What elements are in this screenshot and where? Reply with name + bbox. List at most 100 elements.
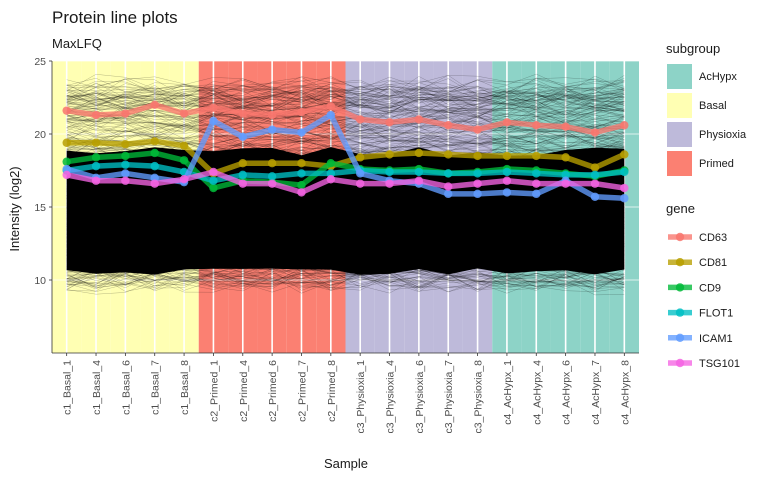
series-point — [238, 109, 247, 118]
background-protein-line — [66, 75, 625, 97]
background-protein-line — [66, 221, 625, 241]
x-tick-label: c2_Primed_6 — [267, 360, 279, 422]
background-protein-line — [66, 269, 625, 287]
series-point — [473, 151, 482, 161]
background-protein-line — [66, 206, 625, 227]
series-point — [414, 115, 424, 124]
background-protein-line — [66, 227, 625, 249]
chart-subtitle: MaxLFQ — [52, 36, 102, 51]
background-protein-line — [66, 269, 625, 290]
series-line — [66, 150, 625, 191]
series-point — [121, 109, 130, 118]
background-protein-line — [66, 249, 625, 269]
background-protein-line — [66, 207, 625, 226]
series-point — [91, 153, 101, 162]
series-point — [561, 122, 570, 131]
background-protein-line — [66, 108, 625, 129]
background-protein-line — [66, 272, 625, 292]
gene-legend-item: CD81 — [668, 257, 727, 269]
background-protein-line — [66, 143, 625, 163]
series-point — [121, 140, 130, 149]
background-protein-line — [66, 202, 625, 220]
series-point — [590, 192, 600, 201]
x-tick-label: c3_Physioxia_4 — [385, 360, 397, 434]
gene-legend-label: ICAM1 — [699, 333, 733, 345]
x-tick-label: c4_AcHypx_6 — [561, 360, 573, 425]
series-point — [326, 102, 336, 111]
background-protein-line — [66, 261, 625, 282]
series-point — [91, 110, 101, 120]
background-protein-line — [66, 185, 625, 205]
background-protein-line — [66, 212, 625, 232]
series-point — [414, 148, 424, 158]
background-protein-line — [66, 106, 625, 125]
background-protein-line — [66, 110, 625, 131]
background-protein-line — [66, 201, 625, 218]
background-protein-line — [66, 121, 625, 139]
series-tsg101 — [62, 167, 629, 197]
series-point — [444, 182, 453, 191]
x-tick-label: c2_Primed_1 — [208, 360, 220, 422]
series-point — [179, 109, 189, 118]
background-protein-line — [66, 271, 625, 291]
background-protein-line — [66, 96, 625, 117]
series-point — [62, 164, 71, 174]
background-protein-line — [66, 266, 625, 285]
series-point — [326, 175, 336, 184]
background-protein-line — [66, 85, 625, 106]
background-protein-line — [66, 225, 625, 243]
background-protein-line — [66, 248, 625, 270]
background-protein-line — [66, 89, 625, 110]
x-tick-label: c4_AcHypx_4 — [531, 360, 543, 425]
background-protein-line — [66, 210, 625, 231]
x-tick-label: c2_Primed_4 — [238, 360, 250, 422]
series-point — [62, 138, 71, 147]
background-protein-line — [66, 249, 625, 271]
series-point — [444, 189, 453, 199]
series-point — [385, 179, 394, 188]
series-point — [355, 169, 365, 178]
background-protein-line — [66, 206, 625, 227]
background-protein-line — [66, 226, 625, 247]
background-protein-line — [66, 213, 625, 231]
background-protein-line — [66, 82, 625, 101]
background-protein-line — [66, 223, 625, 245]
background-protein-line — [66, 201, 625, 222]
background-protein-line — [66, 216, 625, 233]
background-protein-line — [66, 91, 625, 111]
background-protein-line — [66, 211, 625, 228]
series-point — [326, 159, 336, 168]
series-line — [65, 112, 625, 201]
series-point — [150, 137, 159, 146]
background-protein-line — [66, 193, 625, 213]
y-tick-label: 20 — [34, 129, 46, 141]
series-point — [62, 157, 71, 166]
background-protein-line — [66, 228, 625, 244]
series-point — [502, 151, 512, 161]
series-point — [297, 128, 306, 137]
series-point — [532, 179, 541, 188]
background-protein-line — [66, 124, 625, 145]
x-tick-label: c3_Physioxia_8 — [473, 360, 485, 434]
background-protein-line — [66, 266, 625, 285]
series-point — [209, 103, 218, 112]
series-point — [590, 163, 600, 172]
background-protein-line — [66, 218, 625, 238]
background-protein-line — [66, 114, 625, 134]
series-flot1 — [62, 160, 629, 185]
series-point — [414, 176, 424, 185]
series-point — [620, 121, 629, 130]
background-protein-line — [66, 90, 625, 111]
background-protein-line — [66, 249, 625, 270]
series-line — [66, 138, 626, 177]
background-protein-line — [66, 221, 625, 239]
series-line — [66, 169, 625, 196]
background-protein-line — [66, 201, 625, 221]
subgroup-legend-swatch — [667, 151, 692, 176]
background-protein-line — [66, 80, 625, 99]
background-protein-line — [66, 256, 625, 275]
background-protein-line — [66, 87, 625, 108]
background-protein-line — [66, 237, 625, 259]
background-protein-line — [66, 270, 625, 291]
